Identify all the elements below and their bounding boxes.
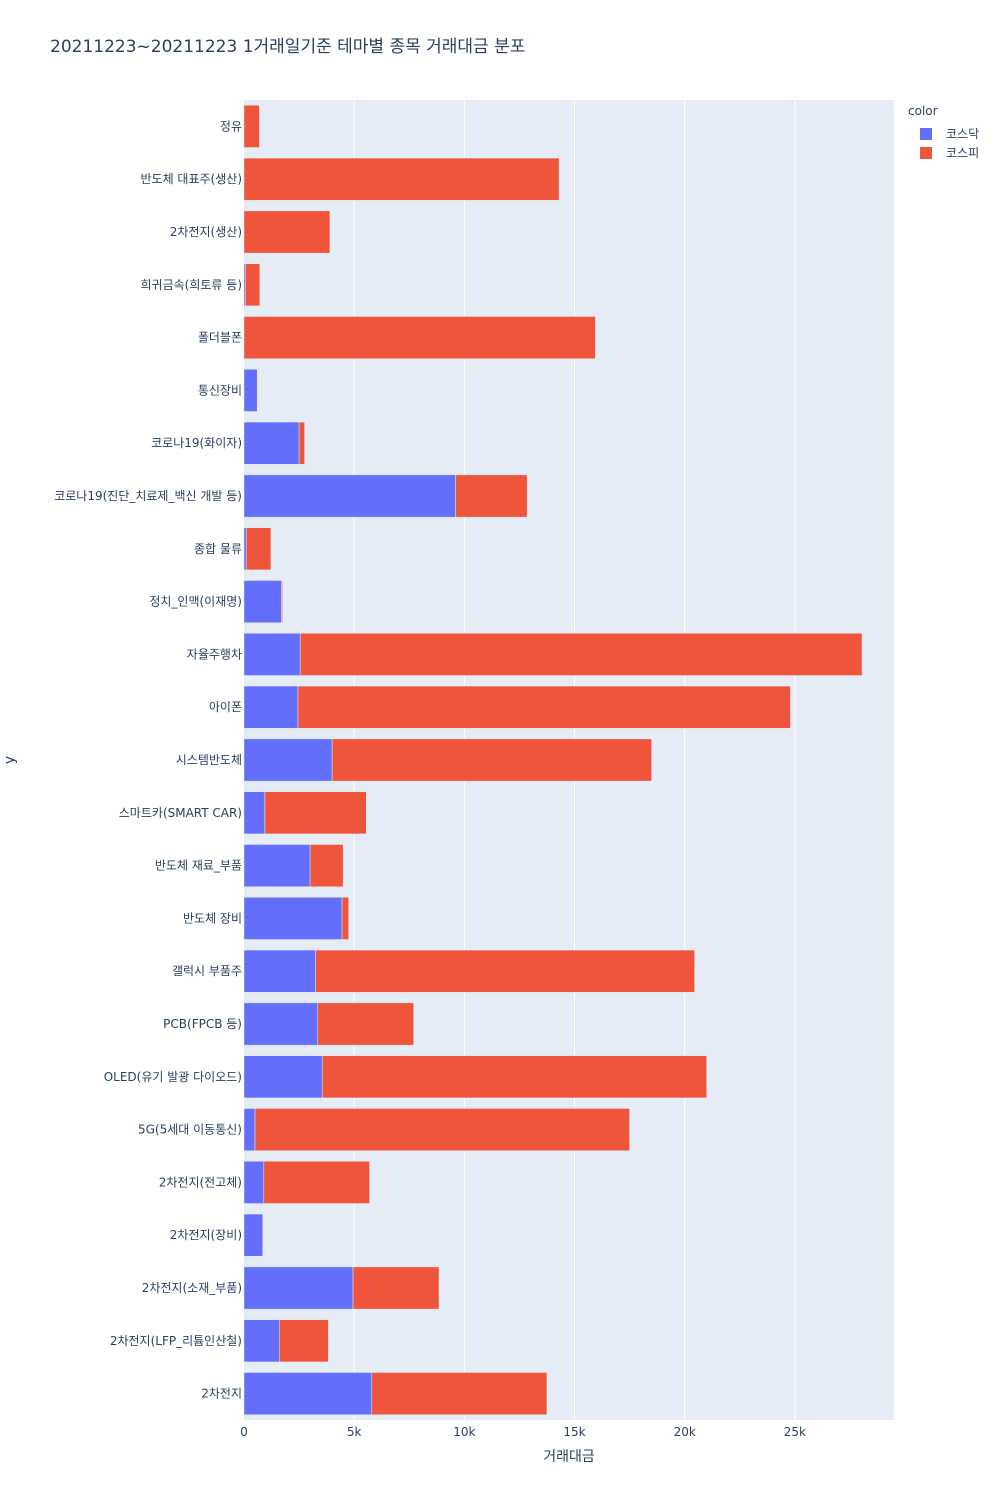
y-tick-label: 코로나19(진단_치료제_백신 개발 등) [54,489,242,503]
bar-kosdaq[interactable] [243,897,343,940]
chart-title: 20211223~20211223 1거래일기준 테마별 종목 거래대금 분포 [50,37,526,57]
bar-kospi[interactable] [243,210,331,254]
y-tick-label: 종합 물류 [194,542,242,556]
bar-kospi[interactable] [331,738,652,782]
bar-kosdaq[interactable] [243,1319,280,1363]
bar-kospi[interactable] [243,105,260,148]
bar-kospi[interactable] [264,791,367,835]
bar-kosdaq[interactable] [243,369,258,412]
x-tick-label: 0 [240,1425,248,1439]
bar-kosdaq[interactable] [243,738,333,782]
y-tick-label: PCB(FPCB 등) [163,1017,242,1031]
y-tick-label: 정치_인맥(이재명) [149,595,242,609]
x-tick-label: 15k [563,1425,585,1439]
bar-kosdaq[interactable] [243,685,299,729]
bar-kosdaq[interactable] [243,474,456,518]
bar-kosdaq[interactable] [243,844,311,887]
y-tick-label: 시스템반도체 [176,753,242,767]
bar-kospi[interactable] [371,1372,548,1415]
bar-kosdaq[interactable] [243,527,247,571]
y-tick-label: 2차전지 [201,1387,242,1401]
bar-kosdaq[interactable] [243,949,316,993]
bar-kospi[interactable] [321,1055,707,1099]
y-tick-label: 2차전지(LFP_리튬인산철) [110,1334,242,1348]
x-axis-title: 거래대금 [543,1449,595,1465]
bar-kospi[interactable] [455,474,528,518]
y-tick-label: 갤럭시 부품주 [172,964,242,978]
bar-kospi[interactable] [279,1319,329,1363]
y-tick-label: 코로나19(화이자) [151,436,242,450]
y-tick-label: 2차전지(생산) [170,225,242,239]
y-tick-label: 반도체 재료_부품 [155,859,242,873]
bar-kosdaq[interactable] [243,1055,323,1099]
legend-item-kospi[interactable]: 코스피 [920,143,979,162]
bar-kospi[interactable] [297,685,791,729]
bar-kosdaq[interactable] [243,421,300,465]
y-tick-label: 5G(5세대 이동통신) [138,1123,242,1137]
bar-kosdaq[interactable] [243,1213,263,1257]
bar-kospi[interactable] [281,580,283,623]
bar-kosdaq[interactable] [243,1002,319,1046]
y-tick-label: 아이폰 [209,700,242,714]
y-tick-label: 2차전지(장비) [170,1228,242,1242]
bar-kospi[interactable] [254,1108,630,1151]
bar-kospi[interactable] [245,263,261,307]
bar-kospi[interactable] [263,1161,370,1204]
y-tick-label: 2차전지(전고체) [159,1175,242,1189]
bar-kosdaq[interactable] [243,580,282,623]
bar-kospi[interactable] [243,316,596,359]
bar-kosdaq[interactable] [243,791,266,835]
y-tick-label: 스마트카(SMART CAR) [119,806,242,820]
bar-kospi[interactable] [309,844,344,887]
bar-kosdaq[interactable] [243,1372,373,1415]
bar-kosdaq[interactable] [243,633,301,676]
legend-title: color [908,104,938,118]
y-tick-label: 통신장비 [198,383,242,397]
x-tick-label: 5k [347,1425,362,1439]
bar-kosdaq[interactable] [243,1108,256,1151]
y-tick-label: 희귀금속(희토류 등) [141,278,243,292]
bars [243,105,863,1415]
legend-swatch-kospi [920,146,932,159]
y-tick-label: 반도체 대표주(생산) [141,172,243,186]
legend-swatch-kosdaq [920,127,932,140]
y-tick-label: 반도체 장비 [183,911,242,925]
y-tick-label: 폴더블폰 [198,331,242,345]
bar-kospi[interactable] [245,527,272,571]
x-tick-labels: 0 5k 10k 15k 20k 25k [240,1425,806,1439]
y-tick-label: OLED(유기 발광 다이오드) [104,1070,242,1084]
y-tick-label: 2차전지(소재_부품) [142,1281,242,1295]
legend-label-kospi: 코스피 [946,146,980,160]
legend-item-kosdaq[interactable]: 코스닥 [920,124,979,143]
x-tick-label: 20k [674,1425,696,1439]
y-tick-label: 자율주행차 [187,646,242,661]
legend-label-kosdaq: 코스닥 [946,127,980,141]
legend: color 코스닥 코스피 [908,104,979,162]
bar-kospi[interactable] [298,421,305,465]
bar-kospi[interactable] [299,633,863,676]
x-tick-label: 10k [453,1425,475,1439]
bar-kospi[interactable] [341,897,349,940]
y-tick-label: 정유 [220,119,242,133]
bar-kospi[interactable] [317,1002,414,1046]
bar-kospi[interactable] [243,157,560,201]
bar-kospi[interactable] [315,949,695,993]
bar-kosdaq[interactable] [243,1161,265,1204]
x-tick-label: 25k [784,1425,806,1439]
y-axis-title: y [2,756,18,764]
bar-kosdaq[interactable] [243,1266,354,1310]
bar-kospi[interactable] [352,1266,440,1310]
